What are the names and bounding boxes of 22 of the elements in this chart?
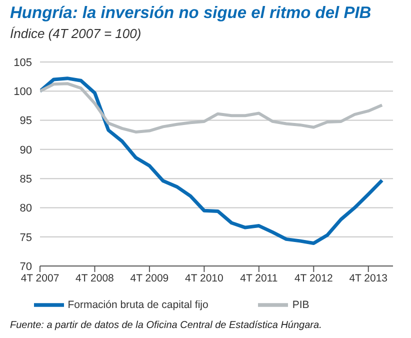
x-tick-label: 4T 2008 [76, 272, 114, 284]
source-note: Fuente: a partir de datos de la Oficina Central de Estadística Húngara. [10, 320, 322, 331]
chart-title: Hungría: la inversión no sigue el ritmo del PIB [10, 4, 372, 23]
y-tick-label: 80 [20, 202, 32, 215]
y-tick-label: 100 [14, 86, 32, 98]
line-series [40, 82, 384, 134]
x-tick-label: 4T 2009 [130, 272, 169, 284]
y-tick-label: 105 [14, 56, 32, 69]
legend-label: Formación bruta de capital fijo [68, 298, 208, 311]
legend-label: PIB [292, 298, 310, 311]
line-series [40, 76, 384, 246]
y-tick-label: 90 [20, 144, 32, 156]
x-tick-label: 4T 2007 [20, 272, 60, 284]
x-tick-label: 4T 2010 [185, 272, 224, 284]
x-tick-label: 4T 2012 [294, 272, 333, 284]
x-tick-label: 4T 2011 [240, 272, 278, 284]
y-tick-label: 85 [20, 173, 32, 186]
y-tick-label: 75 [20, 232, 32, 244]
x-tick-label: 4T 2013 [349, 272, 388, 284]
y-tick-label: 95 [20, 115, 32, 128]
y-tick-label: 70 [20, 260, 32, 273]
chart-subtitle: Índice (4T 2007 = 100) [10, 26, 142, 41]
